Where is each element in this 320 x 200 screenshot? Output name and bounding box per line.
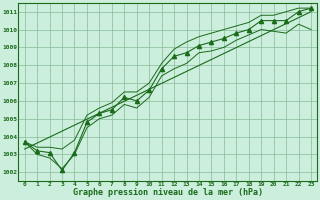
X-axis label: Graphe pression niveau de la mer (hPa): Graphe pression niveau de la mer (hPa) [73,188,263,197]
